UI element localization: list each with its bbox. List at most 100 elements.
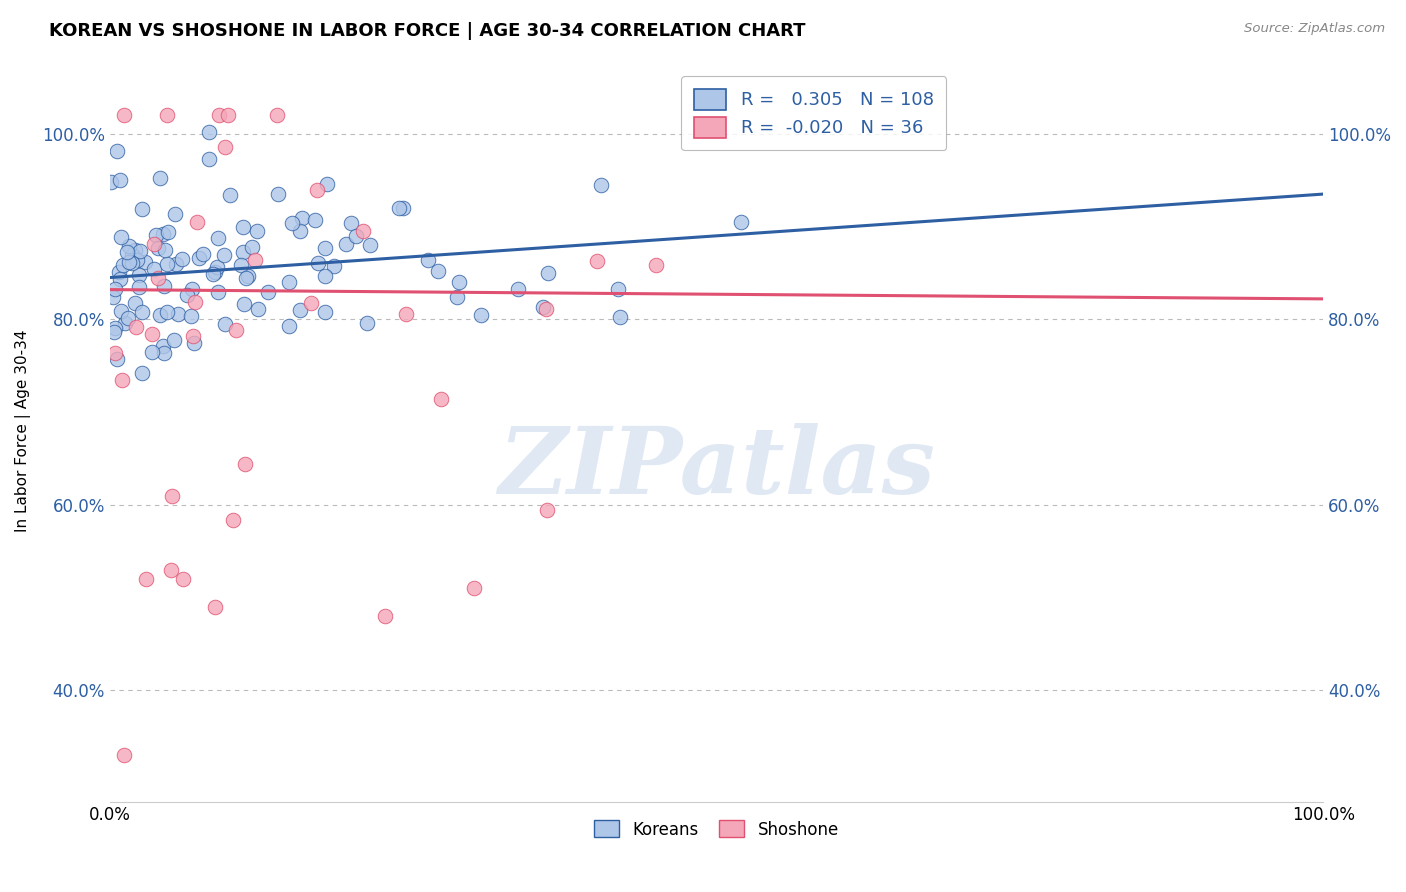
Point	[153, 279, 176, 293]
Point	[117, 255, 139, 269]
Y-axis label: In Labor Force | Age 30-34: In Labor Force | Age 30-34	[15, 329, 31, 532]
Point	[142, 236, 165, 251]
Point	[290, 302, 312, 317]
Point	[388, 202, 411, 216]
Point	[153, 346, 176, 360]
Point	[128, 268, 150, 283]
Point	[152, 339, 174, 353]
Point	[153, 243, 176, 257]
Point	[156, 305, 179, 319]
Point	[141, 327, 163, 342]
Point	[128, 280, 150, 294]
Point	[314, 241, 336, 255]
Point	[214, 139, 236, 153]
Point	[277, 319, 299, 334]
Point	[146, 241, 169, 255]
Point	[103, 346, 125, 360]
Point	[108, 271, 131, 285]
Point	[339, 216, 361, 230]
Point	[207, 231, 229, 245]
Point	[146, 270, 169, 285]
Point	[299, 295, 322, 310]
Point	[105, 145, 128, 159]
Point	[449, 276, 471, 290]
Point	[730, 215, 752, 229]
Point	[232, 244, 254, 259]
Point	[243, 253, 266, 268]
Point	[156, 108, 179, 122]
Point	[163, 334, 186, 348]
Point	[307, 255, 329, 269]
Point	[135, 572, 157, 586]
Point	[335, 236, 357, 251]
Point	[112, 258, 135, 272]
Point	[267, 187, 290, 202]
Point	[165, 257, 187, 271]
Point	[181, 329, 204, 343]
Point	[128, 244, 150, 259]
Point	[314, 269, 336, 284]
Point	[124, 296, 146, 310]
Text: ZIPatlas: ZIPatlas	[498, 423, 935, 513]
Point	[266, 108, 288, 122]
Point	[191, 246, 214, 260]
Point	[395, 307, 418, 321]
Point	[157, 225, 180, 239]
Point	[229, 259, 252, 273]
Point	[103, 325, 125, 339]
Point	[160, 489, 183, 503]
Point	[225, 323, 247, 337]
Point	[108, 173, 131, 187]
Point	[112, 108, 135, 122]
Point	[167, 307, 190, 321]
Point	[131, 305, 153, 319]
Point	[134, 255, 156, 269]
Point	[115, 244, 138, 259]
Point	[111, 374, 134, 388]
Point	[222, 513, 245, 527]
Point	[207, 285, 229, 299]
Point	[105, 352, 128, 367]
Point	[352, 224, 374, 238]
Point	[609, 310, 631, 325]
Point	[181, 282, 204, 296]
Point	[121, 256, 143, 270]
Text: KOREAN VS SHOSHONE IN LABOR FORCE | AGE 30-34 CORRELATION CHART: KOREAN VS SHOSHONE IN LABOR FORCE | AGE …	[49, 22, 806, 40]
Point	[359, 237, 381, 252]
Point	[180, 309, 202, 323]
Point	[537, 266, 560, 280]
Point	[159, 563, 181, 577]
Point	[232, 219, 254, 234]
Point	[202, 267, 225, 281]
Point	[110, 304, 132, 318]
Point	[426, 264, 449, 278]
Point	[149, 308, 172, 322]
Point	[156, 257, 179, 271]
Point	[114, 316, 136, 330]
Point	[131, 202, 153, 216]
Point	[204, 599, 226, 614]
Point	[316, 177, 339, 191]
Point	[536, 301, 558, 316]
Point	[219, 188, 242, 202]
Point	[110, 229, 132, 244]
Point	[163, 207, 186, 221]
Point	[183, 336, 205, 351]
Point	[430, 392, 453, 407]
Point	[118, 239, 141, 253]
Point	[212, 247, 235, 261]
Point	[214, 317, 236, 331]
Point	[198, 125, 221, 139]
Point	[184, 295, 207, 310]
Point	[117, 311, 139, 326]
Point	[131, 366, 153, 380]
Point	[344, 229, 367, 244]
Point	[205, 260, 228, 274]
Point	[149, 170, 172, 185]
Point	[208, 108, 231, 122]
Point	[121, 248, 143, 262]
Point	[204, 265, 226, 279]
Point	[644, 258, 666, 272]
Point	[170, 252, 193, 267]
Point	[508, 282, 530, 296]
